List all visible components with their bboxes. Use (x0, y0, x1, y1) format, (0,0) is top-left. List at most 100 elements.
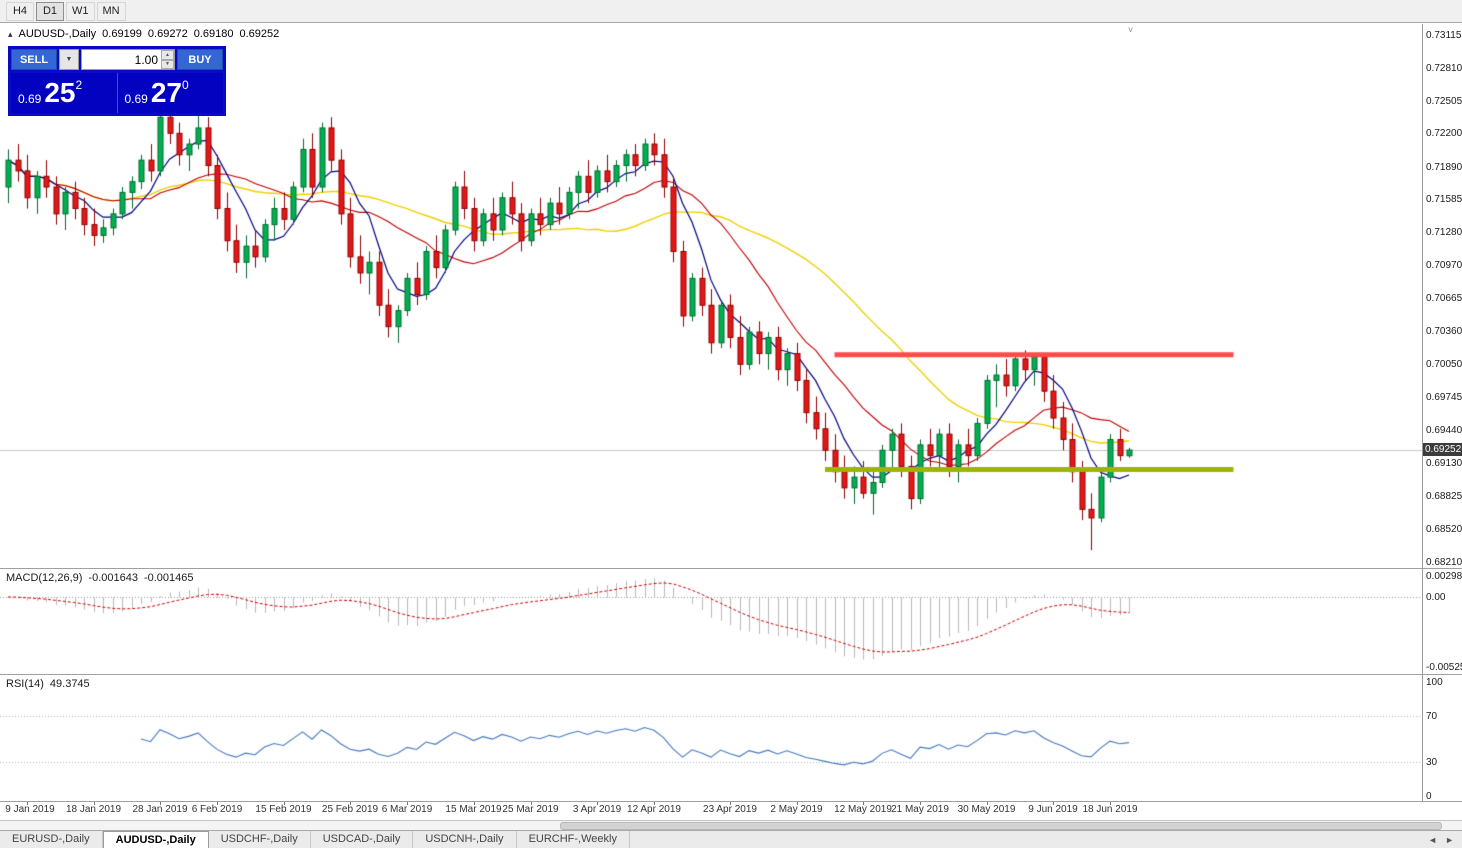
time-axis-label: 3 Apr 2019 (572, 804, 622, 815)
sell-price-button[interactable]: 0.69 25 2 (11, 73, 117, 113)
macd-header: MACD(12,26,9) -0.001643 -0.001465 (6, 572, 194, 584)
time-axis-tick (27, 802, 28, 805)
macd-label: MACD(12,26,9) (6, 572, 83, 584)
price-scale-label: 0.70360 (1426, 326, 1462, 337)
time-axis-label: 25 Feb 2019 (321, 804, 379, 815)
time-axis-label: 9 Jun 2019 (1028, 804, 1078, 815)
chevron-down-icon: ˅ (1128, 25, 1134, 35)
pane-separator (0, 820, 1462, 821)
rsi-label: RSI(14) (6, 678, 44, 690)
time-axis-label: 18 Jan 2019 (65, 804, 122, 815)
time-axis-tick (530, 802, 532, 805)
buy-price-prefix: 0.69 (124, 92, 148, 106)
scrollbar-thumb[interactable] (560, 822, 1442, 830)
pane-separator[interactable] (0, 674, 1462, 675)
macd-scale-label: -0.005256 (1426, 662, 1462, 673)
chart-tab-list: EURUSD-,Daily AUDUSD-,Daily USDCHF-,Daily U… (0, 831, 630, 848)
time-axis-tick (730, 802, 731, 805)
price-scale-label: 0.72505 (1426, 95, 1462, 107)
time-axis-tick (597, 802, 598, 805)
macd-scale-label: 0.002984 (1426, 571, 1462, 582)
volume-decrease-button[interactable]: ▼ (161, 59, 174, 69)
buy-button[interactable]: BUY (177, 49, 223, 70)
price-scale-label: 0.71280 (1426, 227, 1462, 239)
main-chart-canvas[interactable] (0, 24, 1422, 568)
price-scale-label: 0.68825 (1426, 490, 1462, 502)
time-axis-label: 12 May 2019 (834, 804, 892, 815)
timeframe-button-w1[interactable]: W1 (66, 1, 95, 21)
ohlc-low: 0.69180 (193, 28, 234, 40)
chevron-down-icon: ▼ (65, 56, 73, 63)
price-divider (116, 73, 118, 113)
price-scale-label: 0.71585 (1426, 194, 1462, 206)
price-scale-label: 0.70665 (1426, 293, 1462, 305)
time-axis-label: 25 Mar 2019 (502, 804, 559, 815)
rsi-scale-label: 100 (1426, 677, 1443, 688)
price-scale-label: 0.70970 (1426, 260, 1462, 272)
buy-price-button[interactable]: 0.69 27 0 (118, 73, 224, 113)
timeframe-toolbar: H4 D1 W1 MN (0, 0, 1462, 23)
chart-tab-usdcad-daily[interactable]: USDCAD-,Daily (311, 831, 414, 848)
rsi-scale-label: 0 (1426, 791, 1432, 802)
chart-tab-audusd-daily[interactable]: AUDUSD-,Daily (102, 831, 209, 848)
price-scale-label: 0.68520 (1426, 523, 1462, 535)
tab-scroll-controls: ◄ ► (1420, 831, 1462, 848)
buy-price-big-digits: 27 (150, 77, 183, 108)
time-axis-tick (217, 802, 218, 805)
price-scale-label: 0.72200 (1426, 128, 1462, 140)
sell-price-pip-digit: 2 (75, 78, 83, 92)
timeframe-button-d1[interactable]: D1 (36, 1, 64, 21)
time-axis-label: 18 Jun 2019 (1082, 804, 1138, 815)
volume-input[interactable] (81, 49, 175, 70)
macd-scale-label: 0.00 (1426, 591, 1446, 603)
ohlc-high: 0.69272 (147, 28, 188, 40)
macd-indicator-canvas[interactable] (0, 569, 1422, 674)
time-axis-label: 9 Jan 2019 (5, 804, 55, 815)
volume-increase-button[interactable]: ▲ (161, 50, 174, 60)
time-axis-label: 15 Feb 2019 (255, 804, 312, 815)
tab-scroll-right-button[interactable]: ► (1445, 834, 1454, 845)
rsi-header: RSI(14) 49.3745 (6, 678, 90, 690)
rsi-scale-label: 70 (1426, 711, 1438, 723)
chart-tab-usdchf-daily[interactable]: USDCHF-,Daily (209, 831, 311, 848)
chart-header: ▴ AUDUSD-,Daily 0.69199 0.69272 0.69180 … (8, 28, 279, 40)
price-scale-label: 0.71890 (1426, 161, 1462, 173)
sell-button[interactable]: SELL (11, 49, 57, 70)
macd-value: -0.001643 (88, 572, 138, 584)
macd-signal-value: -0.001465 (143, 572, 194, 584)
time-axis-label: 21 May 2019 (891, 804, 949, 815)
time-axis-tick (1110, 802, 1111, 805)
price-scale-label: 0.68210 (1426, 557, 1462, 568)
chart-collapse-icon[interactable]: ▴ (8, 28, 13, 39)
time-axis-label: 23 Apr 2019 (703, 804, 757, 815)
timeframe-button-mn[interactable]: MN (96, 1, 126, 21)
chart-tab-usdcnh-daily[interactable]: USDCNH-,Daily (413, 831, 517, 848)
chart-tab-eurusd-daily[interactable]: EURUSD-,Daily (0, 831, 103, 848)
time-axis-label: 6 Mar 2019 (381, 804, 433, 815)
time-axis-tick (160, 802, 161, 805)
time-axis-label: 2 May 2019 (770, 804, 823, 815)
timeframe-button-h4[interactable]: H4 (6, 1, 34, 21)
price-scale-label: 0.69440 (1426, 424, 1462, 436)
chart-scrollbar (0, 821, 1462, 830)
pane-separator[interactable] (0, 568, 1462, 569)
time-axis-tick (93, 802, 95, 805)
time-axis-tick (473, 802, 475, 805)
time-axis-tick (407, 802, 408, 805)
rsi-scale-label: 30 (1426, 756, 1438, 768)
chart-tab-eurchf-weekly[interactable]: EURCHF-,Weekly (517, 831, 630, 848)
time-axis-label: 28 Jan 2019 (132, 804, 188, 815)
time-axis-label: 15 Mar 2019 (445, 804, 502, 815)
price-scale-label: 0.72810 (1426, 62, 1462, 74)
time-axis-label: 12 Apr 2019 (627, 804, 681, 815)
rsi-indicator-canvas[interactable] (0, 675, 1422, 801)
pane-separator (0, 801, 1462, 802)
sell-price-big-digits: 25 (44, 77, 76, 108)
tab-scroll-left-button[interactable]: ◄ (1428, 834, 1438, 845)
one-click-trading-panel: SELL ▼ ▲ ▼ BUY 0.69 25 2 0.69 27 (8, 46, 226, 116)
rsi-value: 49.3745 (49, 678, 90, 690)
volume-dropdown-button[interactable]: ▼ (59, 49, 79, 70)
volume-stepper: ▲ ▼ (161, 50, 174, 69)
ohlc-open: 0.69199 (102, 28, 142, 40)
